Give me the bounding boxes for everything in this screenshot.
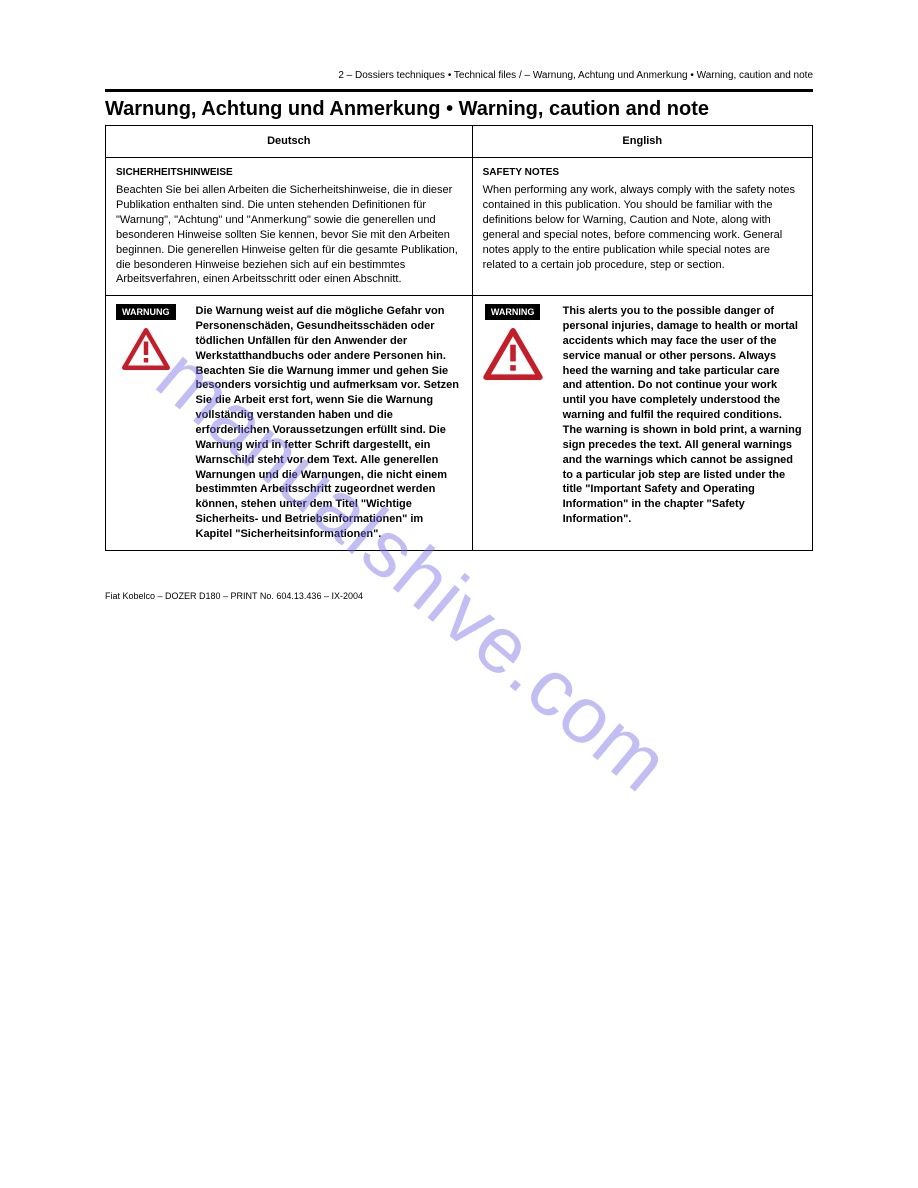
lang-de-header: Deutsch bbox=[106, 126, 473, 158]
intro-row: SICHERHEITSHINWEISE Beachten Sie bei all… bbox=[106, 157, 813, 295]
warn-en-text-cell: This alerts you to the possible danger o… bbox=[553, 296, 813, 551]
breadcrumb-text: 2 – Dossiers techniques • Technical file… bbox=[338, 70, 813, 81]
warning-row: WARNUNG Die Warnung weist auf die möglic… bbox=[106, 296, 813, 551]
warn-en-text: This alerts you to the possible danger o… bbox=[563, 304, 802, 527]
warning-triangle-icon bbox=[122, 328, 170, 370]
intro-en-cell: SAFETY NOTES When performing any work, a… bbox=[472, 157, 812, 295]
lang-en-header: English bbox=[472, 126, 812, 158]
language-header-row: Deutsch English bbox=[106, 126, 813, 158]
warn-de-text: Die Warnung weist auf die mögliche Gefah… bbox=[196, 304, 462, 542]
page-title: Warnung, Achtung und Anmerkung • Warning… bbox=[105, 98, 709, 120]
intro-de-label: SICHERHEITSHINWEISE bbox=[116, 166, 462, 180]
page-footer: Fiat Kobelco – DOZER D180 – PRINT No. 60… bbox=[105, 591, 813, 601]
warn-en-icon-cell: WARNING bbox=[472, 296, 553, 551]
intro-en-text: When performing any work, always comply … bbox=[483, 183, 802, 272]
page-header: 2 – Dossiers techniques • Technical file… bbox=[105, 70, 813, 81]
warn-de-icon-cell: WARNUNG bbox=[106, 296, 186, 551]
intro-en-label: SAFETY NOTES bbox=[483, 166, 802, 180]
intro-de-text: Beachten Sie bei allen Arbeiten die Sich… bbox=[116, 183, 462, 287]
warn-de-text-cell: Die Warnung weist auf die mögliche Gefah… bbox=[186, 296, 473, 551]
warning-badge-de: WARNUNG bbox=[116, 304, 176, 320]
content-table: Deutsch English SICHERHEITSHINWEISE Beac… bbox=[105, 125, 813, 551]
intro-de-cell: SICHERHEITSHINWEISE Beachten Sie bei all… bbox=[106, 157, 473, 295]
warning-triangle-icon bbox=[483, 328, 543, 380]
title-bar: Warnung, Achtung und Anmerkung • Warning… bbox=[105, 89, 813, 125]
warning-badge-en: WARNING bbox=[485, 304, 541, 320]
